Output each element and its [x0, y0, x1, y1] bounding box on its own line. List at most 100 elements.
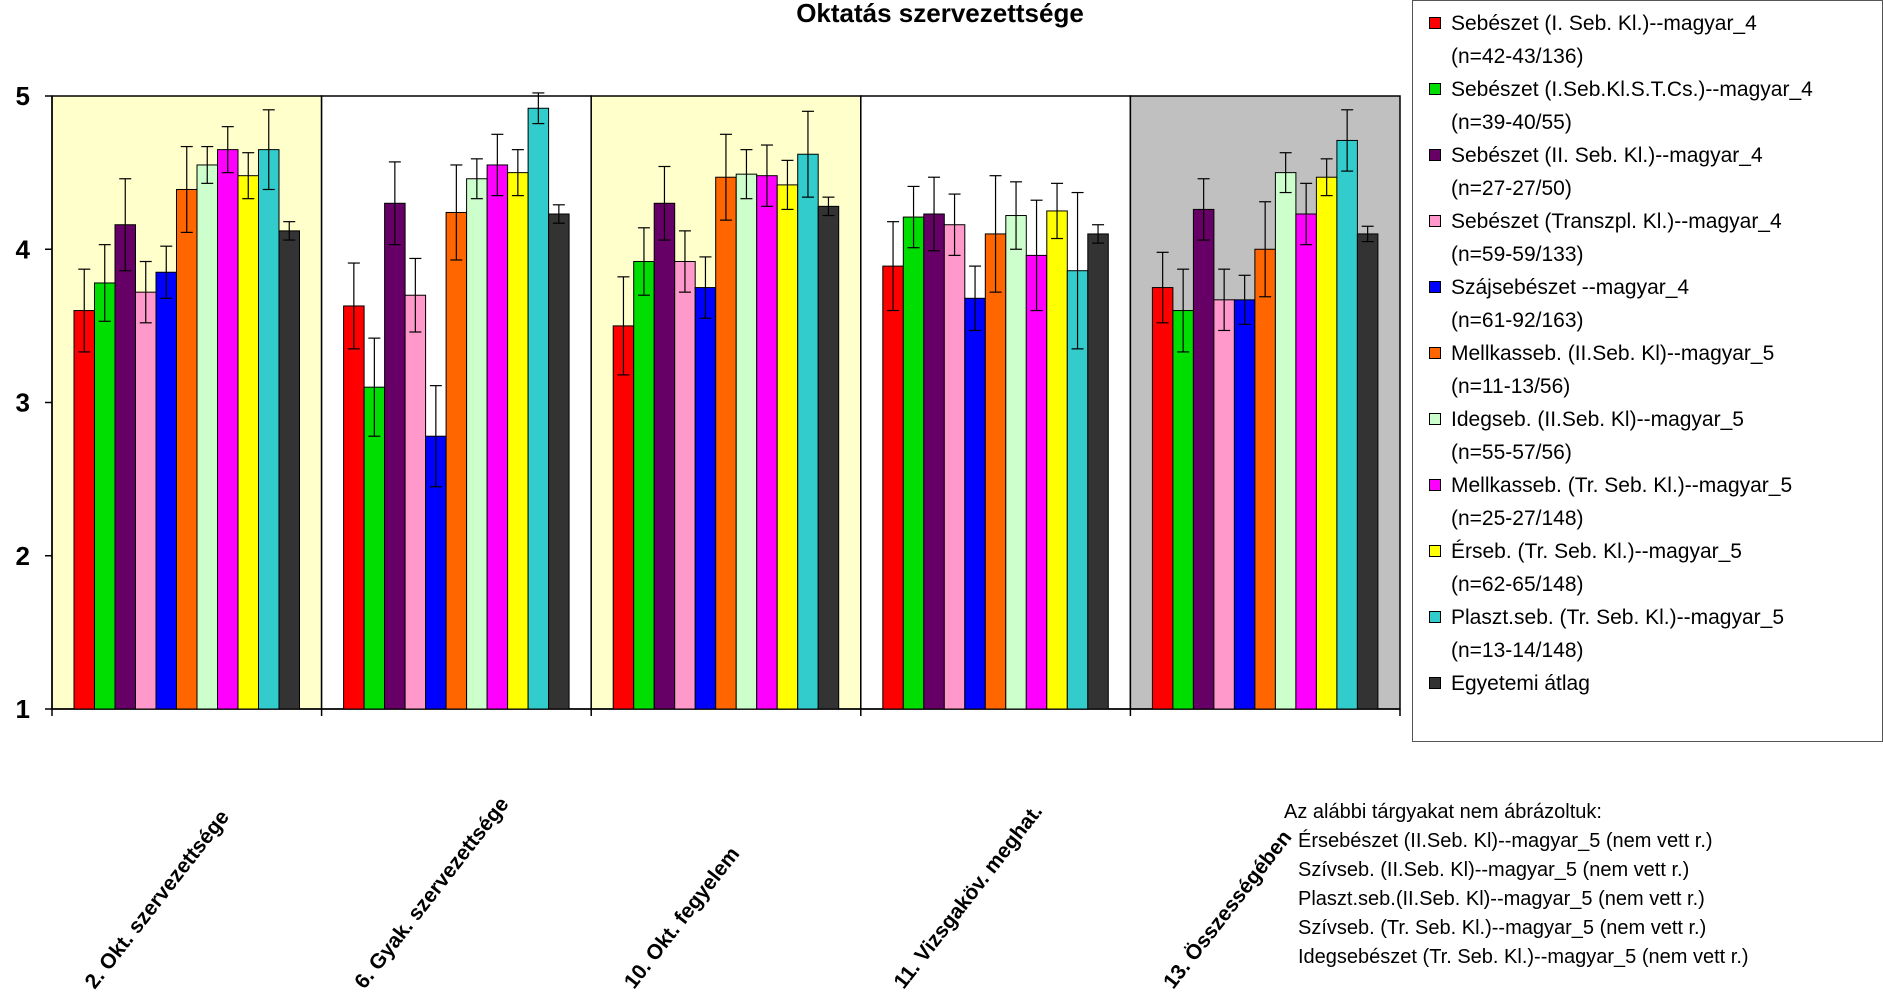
bar [466, 178, 488, 710]
y-tick-label: 2 [16, 541, 30, 571]
note-heading: Az alábbi tárgyakat nem ábrázoltuk: [1284, 801, 1602, 823]
bar [1315, 176, 1338, 710]
legend-swatch [1429, 281, 1441, 293]
bar [486, 164, 509, 710]
note-item: Érsebészet (II.Seb. Kl)--magyar_5 (nem v… [1298, 830, 1713, 852]
legend-swatch [1429, 215, 1441, 227]
bar [674, 261, 696, 710]
bar [1274, 172, 1297, 710]
chart-title: Oktatás szervezettsége [796, 0, 1084, 28]
bar [258, 149, 280, 710]
y-tick-label: 3 [16, 388, 30, 418]
legend-sample-size: (n=62-65/148) [1451, 573, 1584, 596]
legend-sample-size: (n=61-92/163) [1451, 309, 1584, 332]
bar [507, 172, 529, 710]
bar [653, 202, 676, 710]
legend-swatch [1429, 149, 1441, 161]
legend-label: Sebészet (I.Seb.Kl.S.T.Cs.)--magyar_4 (n=… [1451, 73, 1813, 139]
x-tick-label: 11. Vizsgaköv. meghat. [889, 800, 1047, 993]
bar [73, 310, 95, 710]
bar [817, 205, 840, 710]
omitted-subjects-note: Az alábbi tárgyakat nem ábrázoltuk: Érse… [1284, 798, 1749, 972]
bar [196, 164, 218, 710]
legend-swatch [1429, 413, 1441, 425]
legend: Sebészet (I. Seb. Kl.)--magyar_4 (n=42-43… [1412, 0, 1883, 742]
note-item: Szívseb. (Tr. Seb. Kl.)--magyar_5 (nem v… [1298, 917, 1707, 939]
note-item: Idegsebészet (Tr. Seb. Kl.)--magyar_5 (n… [1298, 946, 1749, 968]
bar [1336, 139, 1358, 710]
legend-label: Mellkasseb. (Tr. Seb. Kl.)--magyar_5 (n=2… [1451, 469, 1792, 535]
bar [612, 325, 635, 710]
legend-label: Érseb. (Tr. Seb. Kl.)--magyar_5 (n=62-65/… [1451, 535, 1742, 601]
bar [217, 149, 239, 710]
legend-label: Idegseb. (II.Seb. Kl)--magyar_5 (n=55-57/… [1451, 403, 1744, 469]
note-item: Plaszt.seb.(II.Seb. Kl)--magyar_5 (nem v… [1298, 888, 1705, 910]
bar [1213, 299, 1235, 710]
legend-label: Plaszt.seb. (Tr. Seb. Kl.)--magyar_5 (n=1… [1451, 601, 1784, 667]
bar [715, 176, 737, 710]
x-tick-label: 2. Okt. szervezettsége [81, 806, 234, 993]
bar [882, 265, 904, 710]
bar [776, 184, 799, 710]
legend-label: Sebészet (II. Seb. Kl.)--magyar_4 (n=27-2… [1451, 139, 1763, 205]
bar [1172, 310, 1194, 710]
legend-sample-size: (n=13-14/148) [1451, 639, 1584, 662]
legend-label: Mellkasseb. (II.Seb. Kl)--magyar_5 (n=11-… [1451, 337, 1774, 403]
bar [902, 216, 925, 710]
bar [1046, 210, 1068, 710]
bar [527, 107, 550, 710]
bar-chart: Oktatás szervezettsége 1 2 3 4 5 2. Okt. szer… [16, 0, 1401, 993]
bar [694, 287, 717, 710]
legend-sample-size: (n=11-13/56) [1451, 375, 1571, 398]
bar [135, 291, 157, 710]
legend-swatch [1429, 545, 1441, 557]
bar [964, 297, 986, 710]
legend-sample-size: (n=42-43/136) [1451, 45, 1584, 68]
bar [94, 282, 116, 710]
legend-swatch [1429, 677, 1441, 689]
y-tick-label: 4 [16, 234, 31, 264]
bar [384, 202, 406, 710]
legend-swatch [1429, 83, 1441, 95]
note-item: Szívseb. (II.Seb. Kl)--magyar_5 (nem vet… [1298, 859, 1690, 881]
bar [343, 305, 365, 710]
bar [943, 224, 966, 710]
bar [923, 213, 945, 710]
bar [548, 213, 570, 710]
bar [155, 271, 177, 710]
bar [735, 173, 758, 710]
bar [1192, 208, 1215, 710]
bar [1356, 233, 1379, 710]
bar [404, 294, 427, 710]
x-tick-label: 13. Összességében [1159, 826, 1296, 993]
legend-sample-size: (n=59-59/133) [1451, 243, 1584, 266]
bar [1005, 215, 1027, 710]
x-tick-label: 10. Okt. fegyelem [620, 843, 744, 993]
x-tick-label: 6. Gyak. szervezettsége [350, 793, 513, 993]
bar [1151, 287, 1174, 710]
bar [984, 233, 1007, 710]
bar [1233, 299, 1256, 710]
bar [278, 230, 300, 710]
bar [633, 261, 655, 710]
y-tick-label: 1 [16, 694, 30, 724]
bar [176, 188, 198, 710]
note-items: Érsebészet (II.Seb. Kl)--magyar_5 (nem v… [1284, 827, 1749, 972]
legend-swatch [1429, 17, 1441, 29]
legend-swatch [1429, 347, 1441, 359]
legend-label: Sebészet (Transzpl. Kl.)--magyar_4 (n=59-… [1451, 205, 1782, 271]
plot-area: 1 2 3 4 5 2. Okt. szervezettsége 6. Gyak. szer… [16, 81, 1401, 993]
legend-sample-size: (n=55-57/56) [1451, 441, 1572, 464]
bar [756, 175, 778, 710]
legend-label: Szájsebészet --magyar_4 (n=61-92/163) [1451, 271, 1689, 337]
bar [237, 175, 259, 710]
legend-sample-size: (n=25-27/148) [1451, 507, 1584, 530]
legend-label: Egyetemi átlag [1451, 672, 1590, 695]
bar [1025, 254, 1048, 710]
legend-sample-size: (n=27-27/50) [1451, 177, 1572, 200]
y-tick-label: 5 [16, 81, 30, 111]
bar [1295, 213, 1317, 710]
bar [445, 211, 468, 710]
bar [1254, 248, 1276, 710]
legend-swatch [1429, 479, 1441, 491]
